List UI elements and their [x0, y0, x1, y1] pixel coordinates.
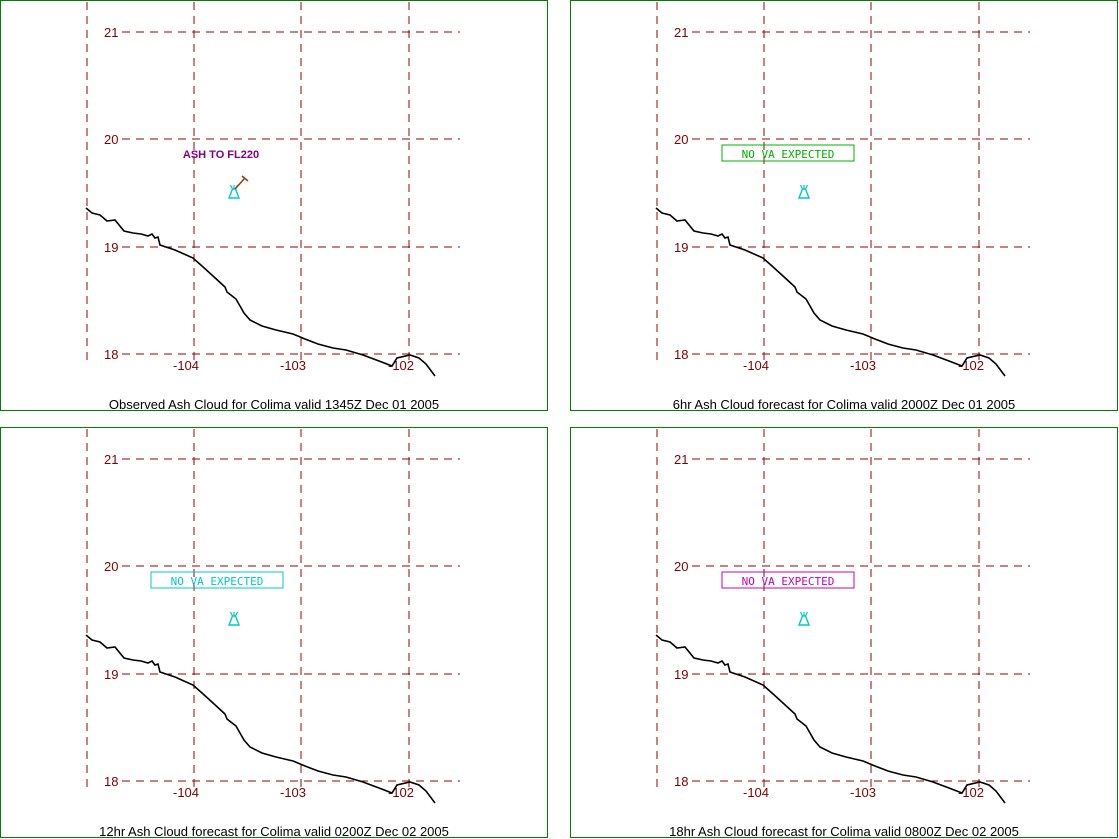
latitude-label: 20 [104, 132, 118, 147]
annotation-box [721, 144, 855, 162]
latitude-label: 19 [104, 240, 118, 255]
coastline [655, 634, 1006, 804]
annotation-text: ASH TO FL220 [183, 149, 259, 161]
volcano-icon [797, 184, 811, 199]
annotation-text: NO VA EXPECTED [742, 575, 835, 588]
panel-caption: 6hr Ash Cloud forecast for Colima valid … [673, 397, 1016, 412]
latitude-label: 18 [104, 347, 118, 362]
panel-frame [0, 0, 548, 411]
latitude-label: 20 [674, 559, 688, 574]
panel-frame [0, 427, 548, 838]
latitude-label: 19 [104, 667, 118, 682]
longitude-label: -104 [743, 358, 769, 373]
panel-caption: 18hr Ash Cloud forecast for Colima valid… [669, 824, 1019, 839]
latitude-label: 21 [674, 452, 688, 467]
longitude-label: -104 [173, 785, 199, 800]
coastline [85, 207, 436, 377]
volcano-icon [797, 611, 811, 626]
lat-lon-grid [86, 2, 460, 362]
longitude-label: -103 [280, 785, 306, 800]
longitude-label: -104 [743, 785, 769, 800]
wind-barb-icon [234, 175, 249, 190]
panel-caption: 12hr Ash Cloud forecast for Colima valid… [99, 824, 449, 839]
panel-frame [570, 427, 1118, 838]
longitude-label: -104 [173, 358, 199, 373]
annotation-box [721, 571, 855, 589]
annotation-text: NO VA EXPECTED [171, 575, 264, 588]
volcano-icon [227, 611, 241, 626]
latitude-label: 20 [674, 132, 688, 147]
latitude-label: 19 [674, 667, 688, 682]
latitude-label: 21 [104, 452, 118, 467]
latitude-label: 21 [104, 25, 118, 40]
annotation-text: NO VA EXPECTED [742, 148, 835, 161]
longitude-label: -103 [850, 785, 876, 800]
annotation-box [150, 571, 284, 589]
panel-caption: Observed Ash Cloud for Colima valid 1345… [109, 397, 439, 412]
latitude-label: 21 [674, 25, 688, 40]
coastline [85, 634, 436, 804]
latitude-label: 19 [674, 240, 688, 255]
lat-lon-grid [656, 2, 1030, 362]
latitude-label: 18 [674, 774, 688, 789]
latitude-label: 20 [104, 559, 118, 574]
panel-frame [570, 0, 1118, 411]
lat-lon-grid [656, 429, 1030, 789]
latitude-label: 18 [104, 774, 118, 789]
lat-lon-grid [86, 429, 460, 789]
longitude-label: -103 [280, 358, 306, 373]
coastline [655, 207, 1006, 377]
longitude-label: -103 [850, 358, 876, 373]
latitude-label: 18 [674, 347, 688, 362]
